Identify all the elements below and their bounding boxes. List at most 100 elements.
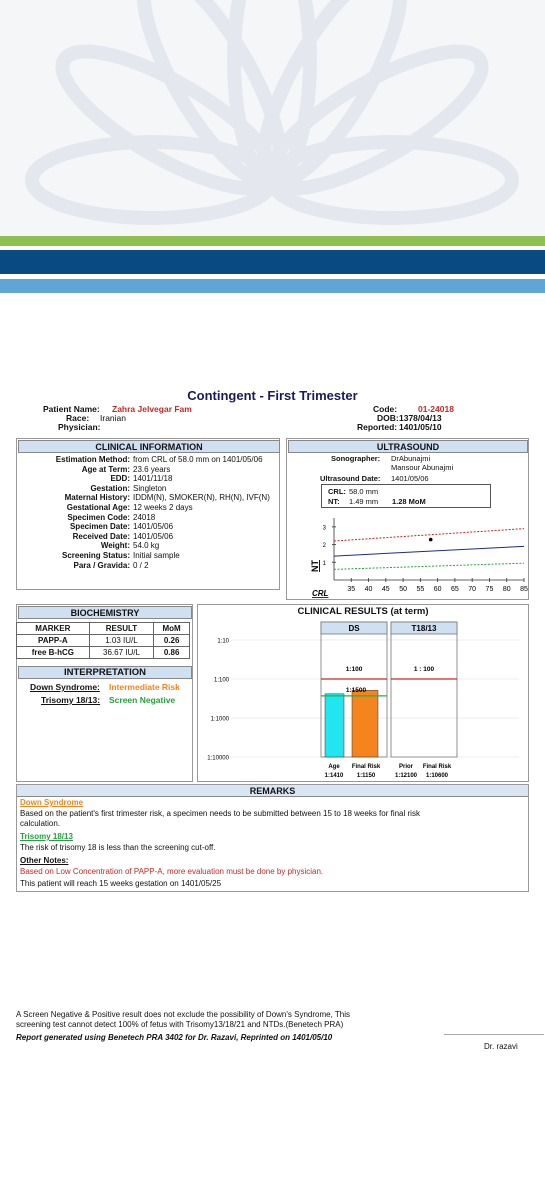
clinical-info-key: Para / Gravida: xyxy=(73,560,130,570)
blue-band xyxy=(0,250,545,274)
biochemistry-table: MARKER RESULT MoM PAPP-A 1.03 IU/L 0.26 … xyxy=(16,622,190,659)
dob-value: 1378/04/13 xyxy=(399,413,442,423)
clinical-info-key: Gestational Age: xyxy=(66,503,130,512)
clinical-info-key: Screening Status: xyxy=(61,551,130,560)
clinical-info-key: Maternal History: xyxy=(64,493,130,503)
clinical-info-row: Screening Status: Initial sample xyxy=(18,551,180,561)
race-value: Iranian xyxy=(100,413,126,423)
risk-bar xyxy=(324,693,345,758)
clinical-info-key: EDD: xyxy=(110,474,130,484)
col-mom: MoM xyxy=(153,622,190,635)
col-result: RESULT xyxy=(88,622,155,635)
remarks-trisomy-title: Trisomy 18/13 xyxy=(20,832,73,841)
clinical-info-value: 12 weeks 2 days xyxy=(133,503,193,512)
nt-x-tick-label: 60 xyxy=(434,586,442,593)
clinical-info-key: Age at Term: xyxy=(81,464,130,474)
ds-final-label: 1:1500 xyxy=(346,687,367,694)
col-marker: MARKER xyxy=(16,622,90,635)
nt-y-tick-label: 2 xyxy=(323,543,327,549)
clinical-info-value: 23.6 years xyxy=(133,464,171,474)
t-frame xyxy=(390,621,458,758)
green-band xyxy=(0,236,545,246)
physician-label: Physician: xyxy=(58,422,101,432)
dob-label: DOB: xyxy=(377,413,399,423)
patient-info: Patient Name: Zahra Jelvegar Fam Race: I… xyxy=(16,404,529,432)
marker-cell: PAPP-A xyxy=(16,634,90,647)
nt-percentile-line xyxy=(333,562,525,570)
ds-head: DS xyxy=(348,624,360,633)
sonographer-full-name: Mansour Abunajmi xyxy=(391,463,454,472)
down-syndrome-result: Intermediate Risk xyxy=(109,682,180,692)
clinical-info-row: Gestational Age: 12 weeks 2 days xyxy=(18,503,193,513)
clinical-info-value: 1401/05/06 xyxy=(133,522,174,532)
trisomy-label: Trisomy 18/13: xyxy=(41,695,101,705)
nt-x-tick-label: 50 xyxy=(399,586,407,593)
clinical-results-panel xyxy=(197,604,529,782)
nt-mom: 1.28 MoM xyxy=(392,497,426,506)
race-label: Race: xyxy=(66,413,90,423)
risk-y-tick-label: 1:10 xyxy=(217,639,229,645)
signature: Dr. razavi xyxy=(484,1042,518,1051)
crl-nt-box xyxy=(321,484,491,508)
clinical-info-row: EDD: 1401/11/18 xyxy=(18,474,172,484)
nt-x-tick-label: 35 xyxy=(347,586,355,593)
nt-percentile-line xyxy=(333,528,525,542)
biochemistry-heading: BIOCHEMISTRY xyxy=(18,606,192,619)
sonographer-value: DrAbunajmi xyxy=(391,454,431,463)
marker-cell: free B-hCG xyxy=(16,646,90,659)
down-syndrome-label: Down Syndrome: xyxy=(30,682,100,692)
biochemistry-header-row: MARKER RESULT MoM xyxy=(16,622,190,635)
nt-y-tick-label: 1 xyxy=(323,561,327,567)
remarks-trisomy-text: The risk of trisomy 18 is less than the … xyxy=(20,843,216,852)
clinical-info-value: 24018 xyxy=(133,512,156,522)
light-blue-band xyxy=(0,279,545,293)
header-background xyxy=(0,0,545,236)
clinical-info-value: 1401/11/18 xyxy=(133,474,173,484)
clinical-info-value: Singleton xyxy=(133,483,167,493)
clinical-info-panel xyxy=(16,438,280,590)
signature-line xyxy=(444,1034,544,1035)
reported-value: 1401/05/10 xyxy=(399,422,442,432)
reported-label: Reported: xyxy=(357,422,398,432)
clinical-info-key: Estimation Method: xyxy=(55,455,130,464)
clinical-info-value: IDDM(N), SMOKER(N), RH(N), IVF(N) xyxy=(133,493,270,503)
nt-label: NT: xyxy=(328,497,340,506)
remarks-panel xyxy=(16,784,529,892)
ds-cutoff-label: 1:100 xyxy=(346,666,363,673)
ultrasound-date: 1401/05/06 xyxy=(391,474,429,483)
remarks-ds-text: Based on the patient's first trimester r… xyxy=(20,809,420,818)
risk-bar-label: Final Risk xyxy=(423,764,452,770)
nt-x-label: CRL xyxy=(312,589,329,598)
sonographer-label: Sonographer: xyxy=(331,454,381,463)
footer-generated: Report generated using Benetech PRA 3402… xyxy=(16,1033,333,1043)
clinical-info-row: Age at Term: 23.6 years xyxy=(18,464,171,475)
clinical-info-value: 1401/05/06 xyxy=(133,531,174,541)
report-title: Contingent - First Trimester xyxy=(187,388,358,403)
risk-bar-value: 1:1410 xyxy=(325,773,344,779)
clinical-info-key: Weight: xyxy=(100,541,130,551)
risk-y-tick-label: 1:1000 xyxy=(211,717,230,723)
mom-cell: 0.26 xyxy=(153,634,190,647)
crl-label: CRL: xyxy=(328,487,346,496)
clinical-info-key: Specimen Date: xyxy=(69,522,130,532)
remarks-other-text: Based on Low Concentration of PAPP-A, mo… xyxy=(20,867,324,876)
risk-bar-label: Final Risk xyxy=(352,764,381,770)
clinical-info-row: Weight: 54.0 kg xyxy=(18,541,159,551)
clinical-info-key: Received Date: xyxy=(72,531,130,541)
remarks-other-title: Other Notes: xyxy=(20,856,69,865)
nt-value: 1.49 mm xyxy=(349,497,379,506)
clinical-info-value: from CRL of 58.0 mm on 1401/05/06 xyxy=(133,455,263,464)
nt-x-tick-label: 65 xyxy=(451,586,459,593)
t-head: T18/13 xyxy=(412,624,437,633)
clinical-info-row: Specimen Date: 1401/05/06 xyxy=(18,522,173,532)
table-row: PAPP-A 1.03 IU/L 0.26 xyxy=(16,634,190,647)
crl-value: 58.0 mm xyxy=(349,487,379,496)
remarks-ds-text-cont: calculation. xyxy=(20,819,61,828)
clinical-info-row: Specimen Code: 24018 xyxy=(18,513,155,523)
clinical-info-key: Gestation: xyxy=(90,483,130,493)
clinical-info-row: Received Date: 1401/05/06 xyxy=(18,532,173,542)
clinical-info-row: Estimation Method: from CRL of 58.0 mm on… xyxy=(18,455,263,465)
nt-y-tick-label: 3 xyxy=(323,525,327,531)
nt-x-tick-label: 45 xyxy=(382,586,390,593)
clinical-info-key: Specimen Code: xyxy=(67,512,130,522)
